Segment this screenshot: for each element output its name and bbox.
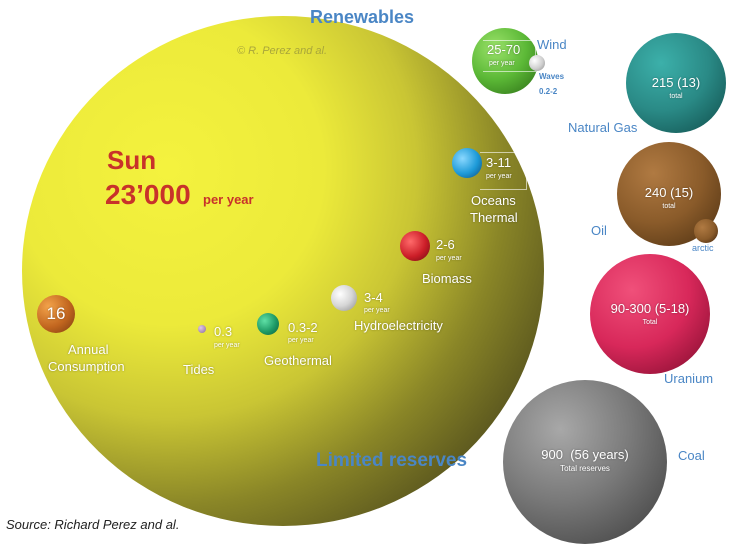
hydroelectricity-ball <box>331 285 357 311</box>
tides-unit: per year <box>214 342 240 349</box>
wind-value: 25-70 <box>487 42 521 57</box>
annual-consumption-label-1: Annual <box>68 342 109 357</box>
oceans-thermal-unit: per year <box>486 173 512 180</box>
sun-value: 23’000 <box>105 179 191 210</box>
tides-ball <box>198 325 206 333</box>
biomass-ball <box>400 231 430 261</box>
annual-consumption-ball <box>37 295 75 333</box>
oil-unit: total <box>662 203 676 210</box>
arctic-ball <box>694 219 718 243</box>
oceans-thermal-label-1: Oceans <box>471 193 516 208</box>
waves-label: Waves <box>539 72 565 81</box>
oceans-thermal-label-2: Thermal <box>470 210 518 225</box>
oceans-thermal-bracket <box>480 152 527 190</box>
source-text: Source: Richard Perez and al. <box>6 517 180 532</box>
geothermal-value: 0.3-2 <box>288 320 318 335</box>
natural-gas-unit: total <box>669 93 683 100</box>
wind-label: Wind <box>537 37 567 52</box>
coal-value: 900 (56 years) <box>541 447 629 462</box>
credit-text: © R. Perez and al. <box>237 45 328 57</box>
oceans-thermal-ball <box>452 148 482 178</box>
oil-label: Oil <box>591 223 607 238</box>
oil-value: 240 (15) <box>644 185 694 200</box>
coal-ball <box>503 380 667 544</box>
hydroelectricity-label: Hydroelectricity <box>354 318 443 333</box>
hydroelectricity-value: 3-4 <box>364 290 383 305</box>
geothermal-unit: per year <box>288 337 314 344</box>
hydroelectricity-unit: per year <box>364 307 390 314</box>
biomass-unit: per year <box>436 255 462 262</box>
sun-label: Sun <box>107 145 157 175</box>
tides-label: Tides <box>183 362 215 377</box>
natural-gas-value: 215 (13) <box>651 75 701 90</box>
natural-gas-label: Natural Gas <box>568 120 638 135</box>
wind-ball <box>472 28 538 94</box>
waves-ball <box>529 55 545 71</box>
biomass-value: 2-6 <box>436 237 455 252</box>
wind-unit: per year <box>489 60 515 67</box>
limited-reserves-title: Limited reserves <box>316 450 468 471</box>
coal-label: Coal <box>678 448 705 463</box>
tides-value: 0.3 <box>214 324 233 339</box>
natural-gas-ball <box>626 33 726 133</box>
annual-consumption-value: 16 <box>46 304 66 323</box>
uranium-unit: Total <box>642 319 658 326</box>
geothermal-label: Geothermal <box>264 353 332 368</box>
sun-unit: per year <box>203 192 254 207</box>
biomass-label: Biomass <box>422 271 472 286</box>
oceans-thermal-value: 3-11 <box>486 155 512 170</box>
annual-consumption-label-2: Consumption <box>48 359 125 374</box>
uranium-ball <box>590 254 710 374</box>
geothermal-ball <box>257 313 279 335</box>
renewables-title: Renewables <box>310 7 415 27</box>
sun-circle <box>22 16 544 526</box>
uranium-label: Uranium <box>664 371 714 386</box>
arctic-label: arctic <box>692 243 714 253</box>
waves-value: 0.2-2 <box>539 87 558 96</box>
coal-unit: Total reserves <box>560 464 610 473</box>
uranium-value: 90-300 (5-18) <box>610 301 690 316</box>
